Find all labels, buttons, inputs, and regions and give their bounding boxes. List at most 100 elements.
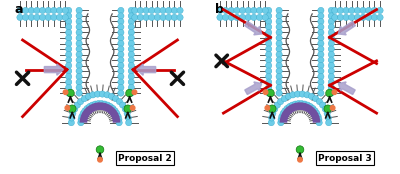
- Circle shape: [328, 18, 334, 25]
- Circle shape: [66, 89, 74, 97]
- Circle shape: [349, 7, 355, 14]
- Circle shape: [285, 93, 292, 100]
- Circle shape: [112, 108, 118, 114]
- Circle shape: [76, 24, 82, 30]
- Circle shape: [66, 13, 72, 19]
- Circle shape: [66, 46, 72, 52]
- Circle shape: [276, 35, 282, 41]
- Circle shape: [66, 90, 72, 96]
- Circle shape: [322, 106, 328, 112]
- Circle shape: [118, 62, 124, 69]
- Circle shape: [66, 35, 72, 41]
- Circle shape: [354, 14, 360, 21]
- Circle shape: [81, 96, 88, 102]
- Circle shape: [66, 40, 72, 47]
- Circle shape: [76, 29, 82, 36]
- Circle shape: [262, 7, 268, 14]
- Circle shape: [318, 79, 324, 85]
- Circle shape: [94, 91, 101, 97]
- Circle shape: [118, 90, 124, 96]
- Circle shape: [266, 29, 272, 36]
- Circle shape: [128, 18, 134, 25]
- Circle shape: [343, 7, 349, 14]
- Circle shape: [286, 104, 293, 110]
- Circle shape: [62, 7, 68, 14]
- Circle shape: [371, 14, 378, 21]
- FancyArrow shape: [338, 82, 355, 94]
- Circle shape: [304, 102, 311, 108]
- Circle shape: [154, 7, 160, 14]
- Circle shape: [78, 116, 84, 123]
- Circle shape: [276, 18, 282, 25]
- Circle shape: [294, 91, 301, 97]
- Circle shape: [266, 89, 274, 97]
- Circle shape: [82, 108, 88, 114]
- Circle shape: [128, 68, 134, 74]
- Circle shape: [266, 24, 272, 30]
- Circle shape: [272, 106, 278, 112]
- Circle shape: [66, 68, 72, 74]
- Circle shape: [328, 73, 334, 80]
- Circle shape: [328, 68, 334, 74]
- Circle shape: [318, 29, 324, 36]
- Circle shape: [108, 93, 115, 100]
- Circle shape: [104, 92, 110, 98]
- Circle shape: [217, 7, 223, 14]
- Circle shape: [118, 13, 124, 19]
- Circle shape: [128, 13, 134, 19]
- Circle shape: [318, 18, 324, 25]
- Circle shape: [217, 14, 223, 21]
- Circle shape: [328, 57, 334, 63]
- Circle shape: [68, 105, 76, 113]
- Circle shape: [128, 29, 134, 36]
- Circle shape: [266, 57, 272, 63]
- Circle shape: [328, 13, 334, 19]
- Circle shape: [262, 14, 268, 21]
- Circle shape: [310, 105, 316, 112]
- Circle shape: [270, 110, 276, 116]
- Circle shape: [79, 113, 85, 120]
- Circle shape: [128, 7, 134, 14]
- Circle shape: [299, 91, 306, 97]
- Circle shape: [266, 18, 272, 25]
- Circle shape: [128, 73, 134, 80]
- Circle shape: [332, 90, 337, 94]
- Circle shape: [360, 14, 366, 21]
- Circle shape: [125, 115, 132, 121]
- Circle shape: [76, 46, 82, 52]
- Circle shape: [149, 7, 155, 14]
- Circle shape: [66, 51, 72, 58]
- Circle shape: [66, 18, 72, 25]
- Circle shape: [318, 35, 324, 41]
- Circle shape: [171, 7, 178, 14]
- Circle shape: [128, 40, 134, 47]
- Circle shape: [130, 106, 135, 110]
- Circle shape: [118, 29, 124, 36]
- Circle shape: [276, 62, 282, 69]
- Circle shape: [76, 84, 82, 91]
- Circle shape: [332, 7, 338, 14]
- Circle shape: [118, 24, 124, 30]
- Circle shape: [124, 105, 132, 113]
- Circle shape: [318, 57, 324, 63]
- Circle shape: [132, 7, 138, 14]
- Circle shape: [240, 14, 246, 21]
- Circle shape: [118, 79, 124, 85]
- Circle shape: [318, 40, 324, 47]
- Circle shape: [266, 90, 272, 96]
- Circle shape: [304, 92, 310, 98]
- Circle shape: [278, 98, 284, 105]
- Circle shape: [328, 46, 334, 52]
- Circle shape: [56, 14, 63, 21]
- Circle shape: [22, 7, 29, 14]
- Circle shape: [66, 7, 72, 14]
- Circle shape: [308, 93, 315, 100]
- Circle shape: [128, 57, 134, 63]
- Circle shape: [280, 110, 286, 117]
- Circle shape: [302, 101, 308, 107]
- Circle shape: [326, 120, 332, 126]
- Circle shape: [318, 46, 324, 52]
- Circle shape: [276, 46, 282, 52]
- Circle shape: [28, 14, 34, 21]
- Circle shape: [118, 73, 124, 80]
